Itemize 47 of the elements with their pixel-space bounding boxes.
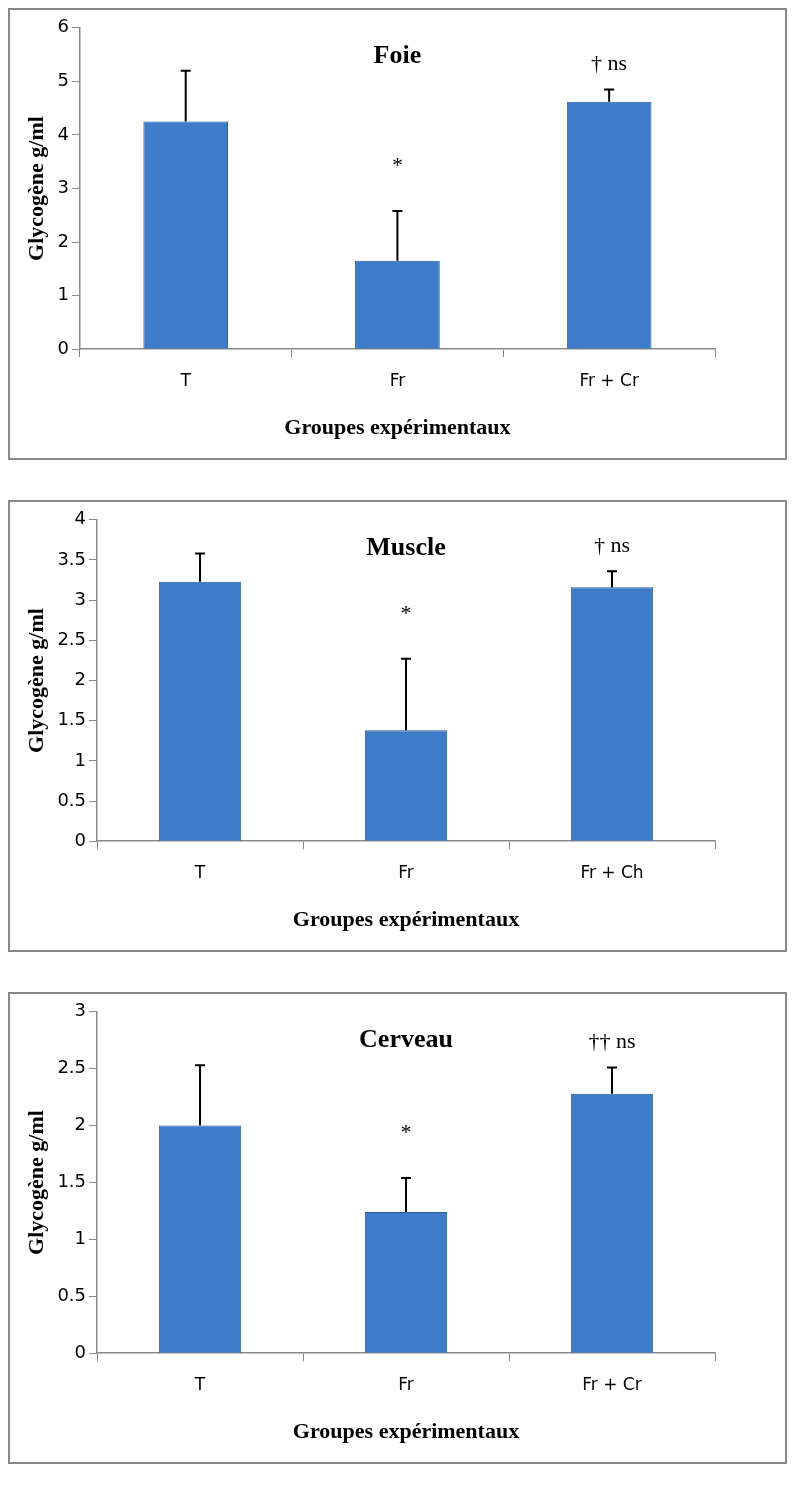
x-tick-label: Fr + Cr [579,369,639,390]
y-tick-label: 0 [57,336,69,358]
y-tick-label: 2 [57,229,69,251]
y-tick-label: 2.5 [57,628,87,649]
y-tick-label: 3.5 [57,547,87,569]
annotation: * [391,151,403,177]
annotation: † ns [591,50,628,76]
text: Cerveau [359,1023,453,1053]
y-tick-label: 1 [74,748,87,770]
y-tick-label: 2.5 [57,1056,87,1078]
x-tick-label: Fr + Cr [582,1373,642,1394]
annotation: †† ns [588,1028,636,1054]
x-axis-title: Groupes expérimentaux [284,414,511,440]
y-tick-label: 0 [74,828,87,850]
x-tick-label: T [193,861,206,882]
y-tick-label: 3 [74,587,87,609]
y-tick-label: 1.5 [57,1170,87,1192]
y-tick-label: 5 [57,69,69,91]
y-tick-label: 0.5 [57,788,87,810]
x-axis-title: Groupes expérimentaux [292,1418,520,1444]
x-tick-label: Fr [398,1373,414,1394]
text: Muscle [366,531,446,561]
x-tick-label: Fr [389,369,406,390]
x-tick-label: T [193,1373,206,1394]
y-tick-label: 3 [57,176,69,198]
y-axis-title: Glycogène g/ml [22,608,48,753]
x-tick-label: Fr [398,861,414,882]
x-tick-label: T [179,369,192,390]
y-tick-label: 1 [74,1227,87,1249]
annotation: * [400,599,412,625]
y-tick-label: 6 [57,15,69,37]
y-tick-label: 3 [74,999,87,1021]
x-axis-title: Groupes expérimentaux [292,906,520,932]
y-tick-label: 4 [74,507,87,529]
annotation: † ns [593,532,631,558]
y-axis-title: Glycogène g/ml [22,1110,48,1255]
annotation: * [400,1118,412,1144]
y-tick-label: 2 [74,668,87,690]
y-tick-label: 1.5 [57,708,87,730]
y-tick-label: 0 [74,1340,87,1362]
y-tick-label: 4 [57,122,69,144]
y-tick-label: 2 [74,1113,87,1135]
y-tick-label: 1 [57,283,69,305]
text: Foie [373,39,422,69]
x-tick-label: Fr + Ch [580,861,644,882]
y-tick-label: 0.5 [57,1283,87,1305]
y-axis-title: Glycogène g/ml [22,116,48,261]
